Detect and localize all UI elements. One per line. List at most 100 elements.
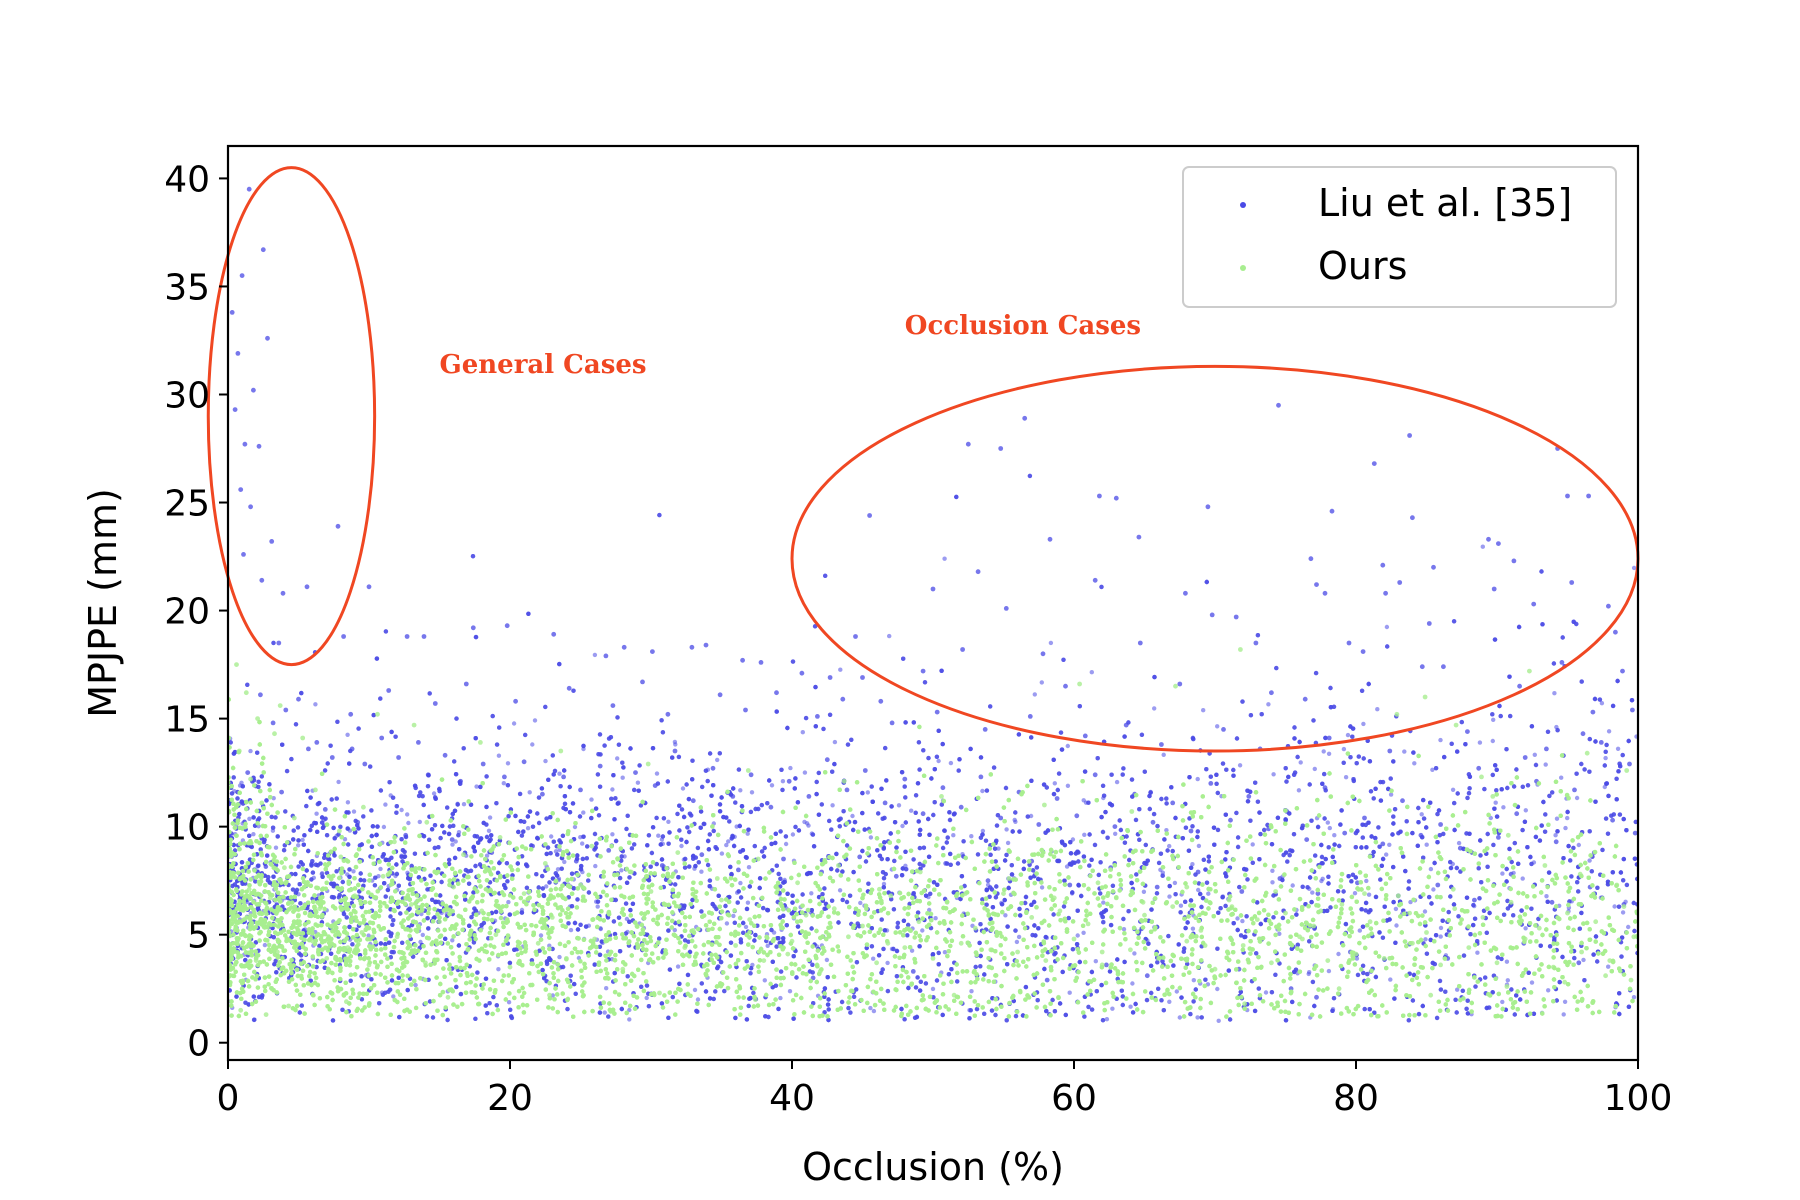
point-liu bbox=[1016, 934, 1022, 940]
point-liu bbox=[787, 989, 793, 994]
point-liu bbox=[765, 943, 770, 948]
point-liu bbox=[743, 924, 749, 930]
point-liu bbox=[675, 964, 681, 969]
point-liu bbox=[936, 758, 941, 764]
point-liu bbox=[942, 950, 948, 955]
point-liu bbox=[1306, 971, 1311, 977]
point-liu bbox=[1341, 746, 1347, 752]
point-liu bbox=[1215, 986, 1220, 992]
point-liu bbox=[1039, 885, 1045, 890]
point-liu bbox=[450, 938, 455, 943]
point-liu bbox=[366, 933, 371, 938]
point-liu bbox=[1475, 950, 1480, 955]
point-liu bbox=[778, 995, 783, 1001]
point-liu bbox=[1190, 926, 1196, 931]
point-liu bbox=[1387, 842, 1392, 847]
point-liu bbox=[887, 633, 892, 639]
point-liu bbox=[788, 765, 793, 771]
point-liu bbox=[746, 865, 752, 870]
point-liu bbox=[1408, 899, 1413, 905]
point-liu bbox=[1599, 701, 1605, 706]
point-liu bbox=[592, 652, 598, 658]
point-liu bbox=[1544, 894, 1549, 899]
point-liu bbox=[1167, 894, 1172, 899]
point-liu bbox=[1310, 890, 1315, 895]
point-liu bbox=[417, 819, 422, 825]
point-liu bbox=[405, 812, 410, 817]
point-liu bbox=[391, 994, 396, 999]
point-liu bbox=[1430, 767, 1435, 772]
point-liu bbox=[557, 954, 562, 960]
point-liu bbox=[1438, 737, 1443, 743]
point-liu bbox=[1523, 926, 1528, 931]
point-liu bbox=[1543, 762, 1548, 767]
point-liu bbox=[610, 787, 615, 792]
point-liu bbox=[505, 761, 511, 766]
point-liu bbox=[1206, 891, 1211, 896]
point-liu bbox=[1456, 840, 1462, 846]
point-liu bbox=[1064, 864, 1070, 869]
point-liu bbox=[1606, 729, 1612, 734]
point-liu bbox=[909, 948, 915, 953]
point-liu bbox=[547, 943, 552, 948]
point-liu bbox=[1375, 707, 1380, 712]
point-liu bbox=[769, 783, 775, 788]
point-liu bbox=[1500, 999, 1505, 1005]
point-liu bbox=[1174, 989, 1180, 994]
point-liu bbox=[543, 758, 548, 764]
point-liu bbox=[1326, 751, 1332, 756]
point-liu bbox=[580, 841, 585, 846]
point-liu bbox=[1312, 766, 1318, 772]
point-liu bbox=[1574, 795, 1580, 801]
point-liu bbox=[927, 907, 932, 913]
point-liu bbox=[1562, 999, 1568, 1004]
point-liu bbox=[868, 835, 874, 840]
point-liu bbox=[695, 997, 701, 1002]
point-liu bbox=[871, 1008, 877, 1014]
point-liu bbox=[381, 824, 387, 830]
point-liu bbox=[1195, 1015, 1200, 1020]
point-liu bbox=[1546, 988, 1551, 993]
point-liu bbox=[1490, 738, 1496, 744]
point-liu bbox=[724, 921, 730, 926]
point-liu bbox=[1520, 876, 1525, 881]
point-liu bbox=[1552, 691, 1557, 696]
point-liu bbox=[692, 987, 698, 993]
point-liu bbox=[1121, 927, 1127, 932]
point-liu bbox=[496, 753, 502, 758]
point-liu bbox=[980, 828, 986, 834]
point-liu bbox=[672, 927, 677, 933]
point-liu bbox=[555, 867, 561, 872]
point-liu bbox=[527, 790, 532, 795]
point-liu bbox=[1553, 833, 1558, 838]
point-liu bbox=[345, 800, 351, 805]
point-liu bbox=[1195, 776, 1200, 782]
point-liu bbox=[1438, 934, 1443, 939]
point-liu bbox=[453, 839, 458, 844]
point-liu bbox=[1012, 817, 1017, 823]
point-liu bbox=[251, 832, 256, 837]
point-liu bbox=[1235, 916, 1240, 921]
point-liu bbox=[724, 842, 729, 848]
point-liu bbox=[726, 839, 731, 844]
point-liu bbox=[1602, 784, 1608, 790]
point-liu bbox=[858, 900, 863, 906]
point-liu bbox=[1327, 825, 1333, 831]
point-liu bbox=[1240, 918, 1245, 924]
point-liu bbox=[1039, 680, 1045, 685]
point-liu bbox=[1501, 805, 1506, 810]
point-liu bbox=[1296, 788, 1302, 793]
point-liu bbox=[1167, 843, 1172, 849]
point-liu bbox=[1270, 880, 1275, 885]
point-liu bbox=[627, 1007, 632, 1013]
point-liu bbox=[1412, 761, 1417, 766]
point-liu bbox=[1493, 800, 1498, 805]
point-liu bbox=[461, 802, 467, 807]
point-liu bbox=[1172, 880, 1178, 886]
point-liu bbox=[1620, 910, 1626, 915]
point-liu bbox=[589, 797, 594, 802]
point-liu bbox=[1290, 883, 1295, 888]
point-liu bbox=[1067, 990, 1072, 995]
point-liu bbox=[1419, 812, 1424, 817]
